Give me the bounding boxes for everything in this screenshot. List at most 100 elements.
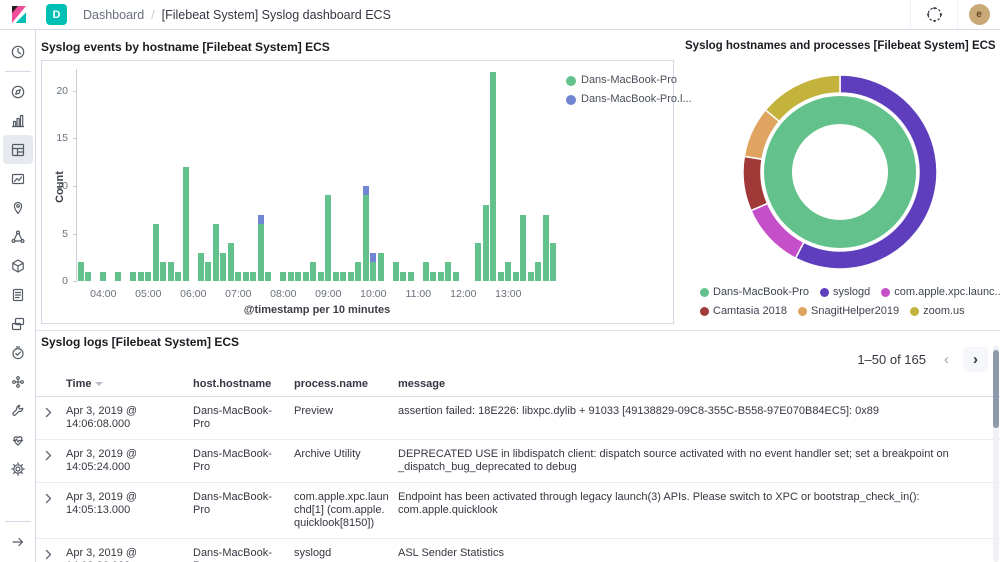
bar-green[interactable]	[490, 71, 497, 281]
bar-green[interactable]	[100, 271, 107, 281]
bar-green[interactable]	[430, 271, 437, 281]
bar-green[interactable]	[145, 271, 152, 281]
donut-slice-process[interactable]	[764, 74, 841, 123]
bar-green[interactable]	[325, 195, 332, 281]
bar-green[interactable]	[115, 271, 122, 281]
column-header-host[interactable]: host.hostname	[193, 378, 272, 390]
bar-blue[interactable]	[257, 214, 264, 224]
bar-green[interactable]	[542, 214, 549, 281]
legend-item[interactable]: SnagitHelper2019	[798, 302, 899, 321]
bar-green[interactable]	[197, 252, 204, 281]
sidebar-item-uptime[interactable]	[3, 338, 33, 367]
bar-green[interactable]	[452, 271, 459, 281]
bar-green[interactable]	[355, 262, 362, 281]
bar-plot[interactable]	[77, 69, 557, 281]
bar-green[interactable]	[520, 214, 527, 281]
bar-green[interactable]	[227, 243, 234, 281]
next-page-button[interactable]: ›	[963, 347, 988, 372]
bar-green[interactable]	[362, 195, 369, 281]
row-expand-button[interactable]	[44, 483, 66, 509]
bar-green[interactable]	[512, 271, 519, 281]
bar-green[interactable]	[377, 252, 384, 281]
bar-green[interactable]	[85, 271, 92, 281]
legend-item[interactable]: syslogd	[819, 283, 870, 302]
donut-inner-ring-hostname[interactable]	[764, 96, 916, 248]
bar-green[interactable]	[167, 262, 174, 281]
bar-green[interactable]	[422, 262, 429, 281]
bar-green[interactable]	[505, 262, 512, 281]
sidebar-item-logs[interactable]	[3, 280, 33, 309]
bar-green[interactable]	[310, 262, 317, 281]
bar-green[interactable]	[130, 271, 137, 281]
legend-item[interactable]: Dans-MacBook-Pro	[566, 71, 677, 90]
bar-blue[interactable]	[370, 252, 377, 262]
sidebar-item-machine-learning[interactable]	[3, 222, 33, 251]
bar-green[interactable]	[220, 252, 227, 281]
bar-green[interactable]	[205, 262, 212, 281]
legend-item[interactable]: zoom.us	[910, 302, 965, 321]
bar-green[interactable]	[257, 224, 264, 281]
bar-green[interactable]	[550, 243, 557, 281]
sidebar-item-dev-tools[interactable]	[3, 396, 33, 425]
bar-green[interactable]	[137, 271, 144, 281]
sidebar-item-recently-viewed[interactable]	[3, 37, 33, 66]
bar-green[interactable]	[527, 271, 534, 281]
breadcrumb-dashboard-link[interactable]: Dashboard	[83, 7, 145, 22]
sidebar-item-siem[interactable]	[3, 309, 33, 338]
bar-green[interactable]	[340, 271, 347, 281]
legend-item[interactable]: Camtasia 2018	[700, 302, 787, 321]
prev-page-button[interactable]: ‹	[944, 351, 949, 368]
bar-green[interactable]	[370, 262, 377, 281]
bar-green[interactable]	[280, 271, 287, 281]
bar-green[interactable]	[437, 271, 444, 281]
kibana-logo-icon[interactable]	[10, 5, 28, 24]
bar-green[interactable]	[265, 271, 272, 281]
row-expand-button[interactable]	[44, 397, 66, 423]
sidebar-item-canvas[interactable]	[3, 164, 33, 193]
column-header-time[interactable]: Time	[66, 374, 193, 396]
sidebar-item-maps[interactable]	[3, 193, 33, 222]
bar-green[interactable]	[250, 271, 257, 281]
column-header-process[interactable]: process.name	[294, 378, 368, 390]
legend-item[interactable]: com.apple.xpc.launc...	[881, 283, 1000, 302]
bar-green[interactable]	[235, 271, 242, 281]
sidebar-item-apm[interactable]	[3, 367, 33, 396]
collapse-nav-button[interactable]	[3, 527, 33, 556]
bar-green[interactable]	[400, 271, 407, 281]
bar-green[interactable]	[182, 166, 189, 281]
bar-green[interactable]	[497, 271, 504, 281]
bar-green[interactable]	[295, 271, 302, 281]
bar-green[interactable]	[407, 271, 414, 281]
user-menu-button[interactable]: e	[958, 0, 1000, 29]
sidebar-item-visualize[interactable]	[3, 106, 33, 135]
sidebar-item-monitoring[interactable]	[3, 425, 33, 454]
sidebar-item-infrastructure[interactable]	[3, 251, 33, 280]
row-expand-button[interactable]	[44, 440, 66, 466]
sidebar-item-discover[interactable]	[3, 77, 33, 106]
space-avatar[interactable]: D	[46, 4, 67, 25]
bar-green[interactable]	[445, 262, 452, 281]
globe-button[interactable]	[911, 0, 957, 29]
legend-item[interactable]: Dans-MacBook-Pro	[700, 283, 809, 302]
bar-green[interactable]	[347, 271, 354, 281]
bar-green[interactable]	[175, 271, 182, 281]
bar-green[interactable]	[242, 271, 249, 281]
donut-slice-process[interactable]	[742, 155, 769, 212]
column-header-message[interactable]: message	[398, 378, 446, 390]
sidebar-item-management[interactable]	[3, 454, 33, 483]
bar-green[interactable]	[475, 243, 482, 281]
bar-blue[interactable]	[362, 185, 369, 196]
bar-green[interactable]	[535, 262, 542, 281]
scrollbar-track[interactable]	[993, 345, 999, 562]
legend-item[interactable]: Dans-MacBook-Pro.l...	[566, 90, 692, 109]
bar-green[interactable]	[152, 224, 159, 281]
bar-green[interactable]	[392, 262, 399, 281]
bar-green[interactable]	[212, 224, 219, 281]
bar-green[interactable]	[77, 262, 84, 281]
row-expand-button[interactable]	[44, 539, 66, 562]
donut-chart[interactable]	[738, 70, 942, 274]
sidebar-item-dashboard[interactable]	[2, 135, 33, 164]
bar-green[interactable]	[287, 271, 294, 281]
bar-green[interactable]	[332, 271, 339, 281]
bar-green[interactable]	[317, 271, 324, 281]
